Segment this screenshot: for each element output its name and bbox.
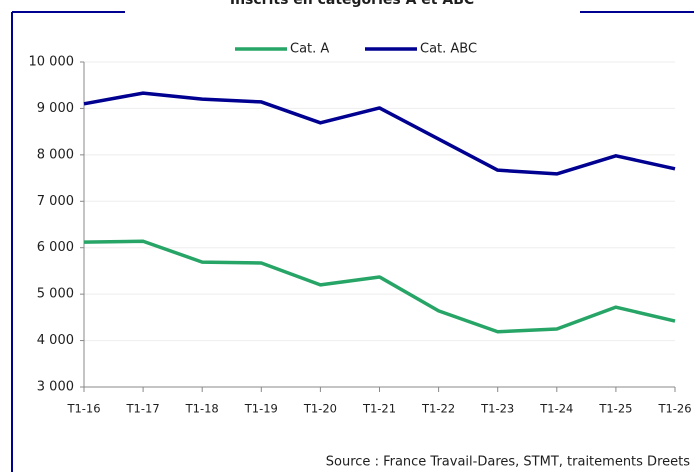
y-tick-label: 4 000	[37, 333, 74, 348]
x-tick-label: T1-23	[480, 402, 514, 416]
x-tick-label: T1-17	[126, 402, 160, 416]
x-tick-label: T1-19	[244, 402, 278, 416]
x-tick-label: T1-25	[598, 402, 632, 416]
chart-title: Inscrits en catégories A et ABC	[230, 0, 474, 8]
y-tick-label: 3 000	[37, 380, 74, 395]
legend-label: Cat. ABC	[420, 42, 477, 57]
x-tick-label: T1-16	[66, 402, 100, 416]
y-tick-label: 10 000	[29, 55, 75, 70]
source: Source : France Travail-Dares, STMT, tra…	[326, 455, 690, 470]
y-tick-label: 9 000	[37, 101, 74, 116]
y-tick-label: 5 000	[37, 287, 74, 302]
line-series	[83, 91, 676, 176]
x-tick-label: T1-20	[303, 402, 337, 416]
y-tick-label: 7 000	[37, 194, 74, 209]
x-tick-label: T1-24	[539, 402, 573, 416]
legend-label: Cat. A	[290, 42, 329, 57]
x-tick-label: T1-21	[362, 402, 396, 416]
x-tick-label: T1-26	[657, 402, 691, 416]
x-tick-label: T1-18	[185, 402, 219, 416]
line-series	[83, 239, 676, 334]
x-tick-label: T1-22	[421, 402, 455, 416]
y-tick-label: 6 000	[37, 240, 74, 255]
y-tick-label: 8 000	[37, 147, 74, 162]
